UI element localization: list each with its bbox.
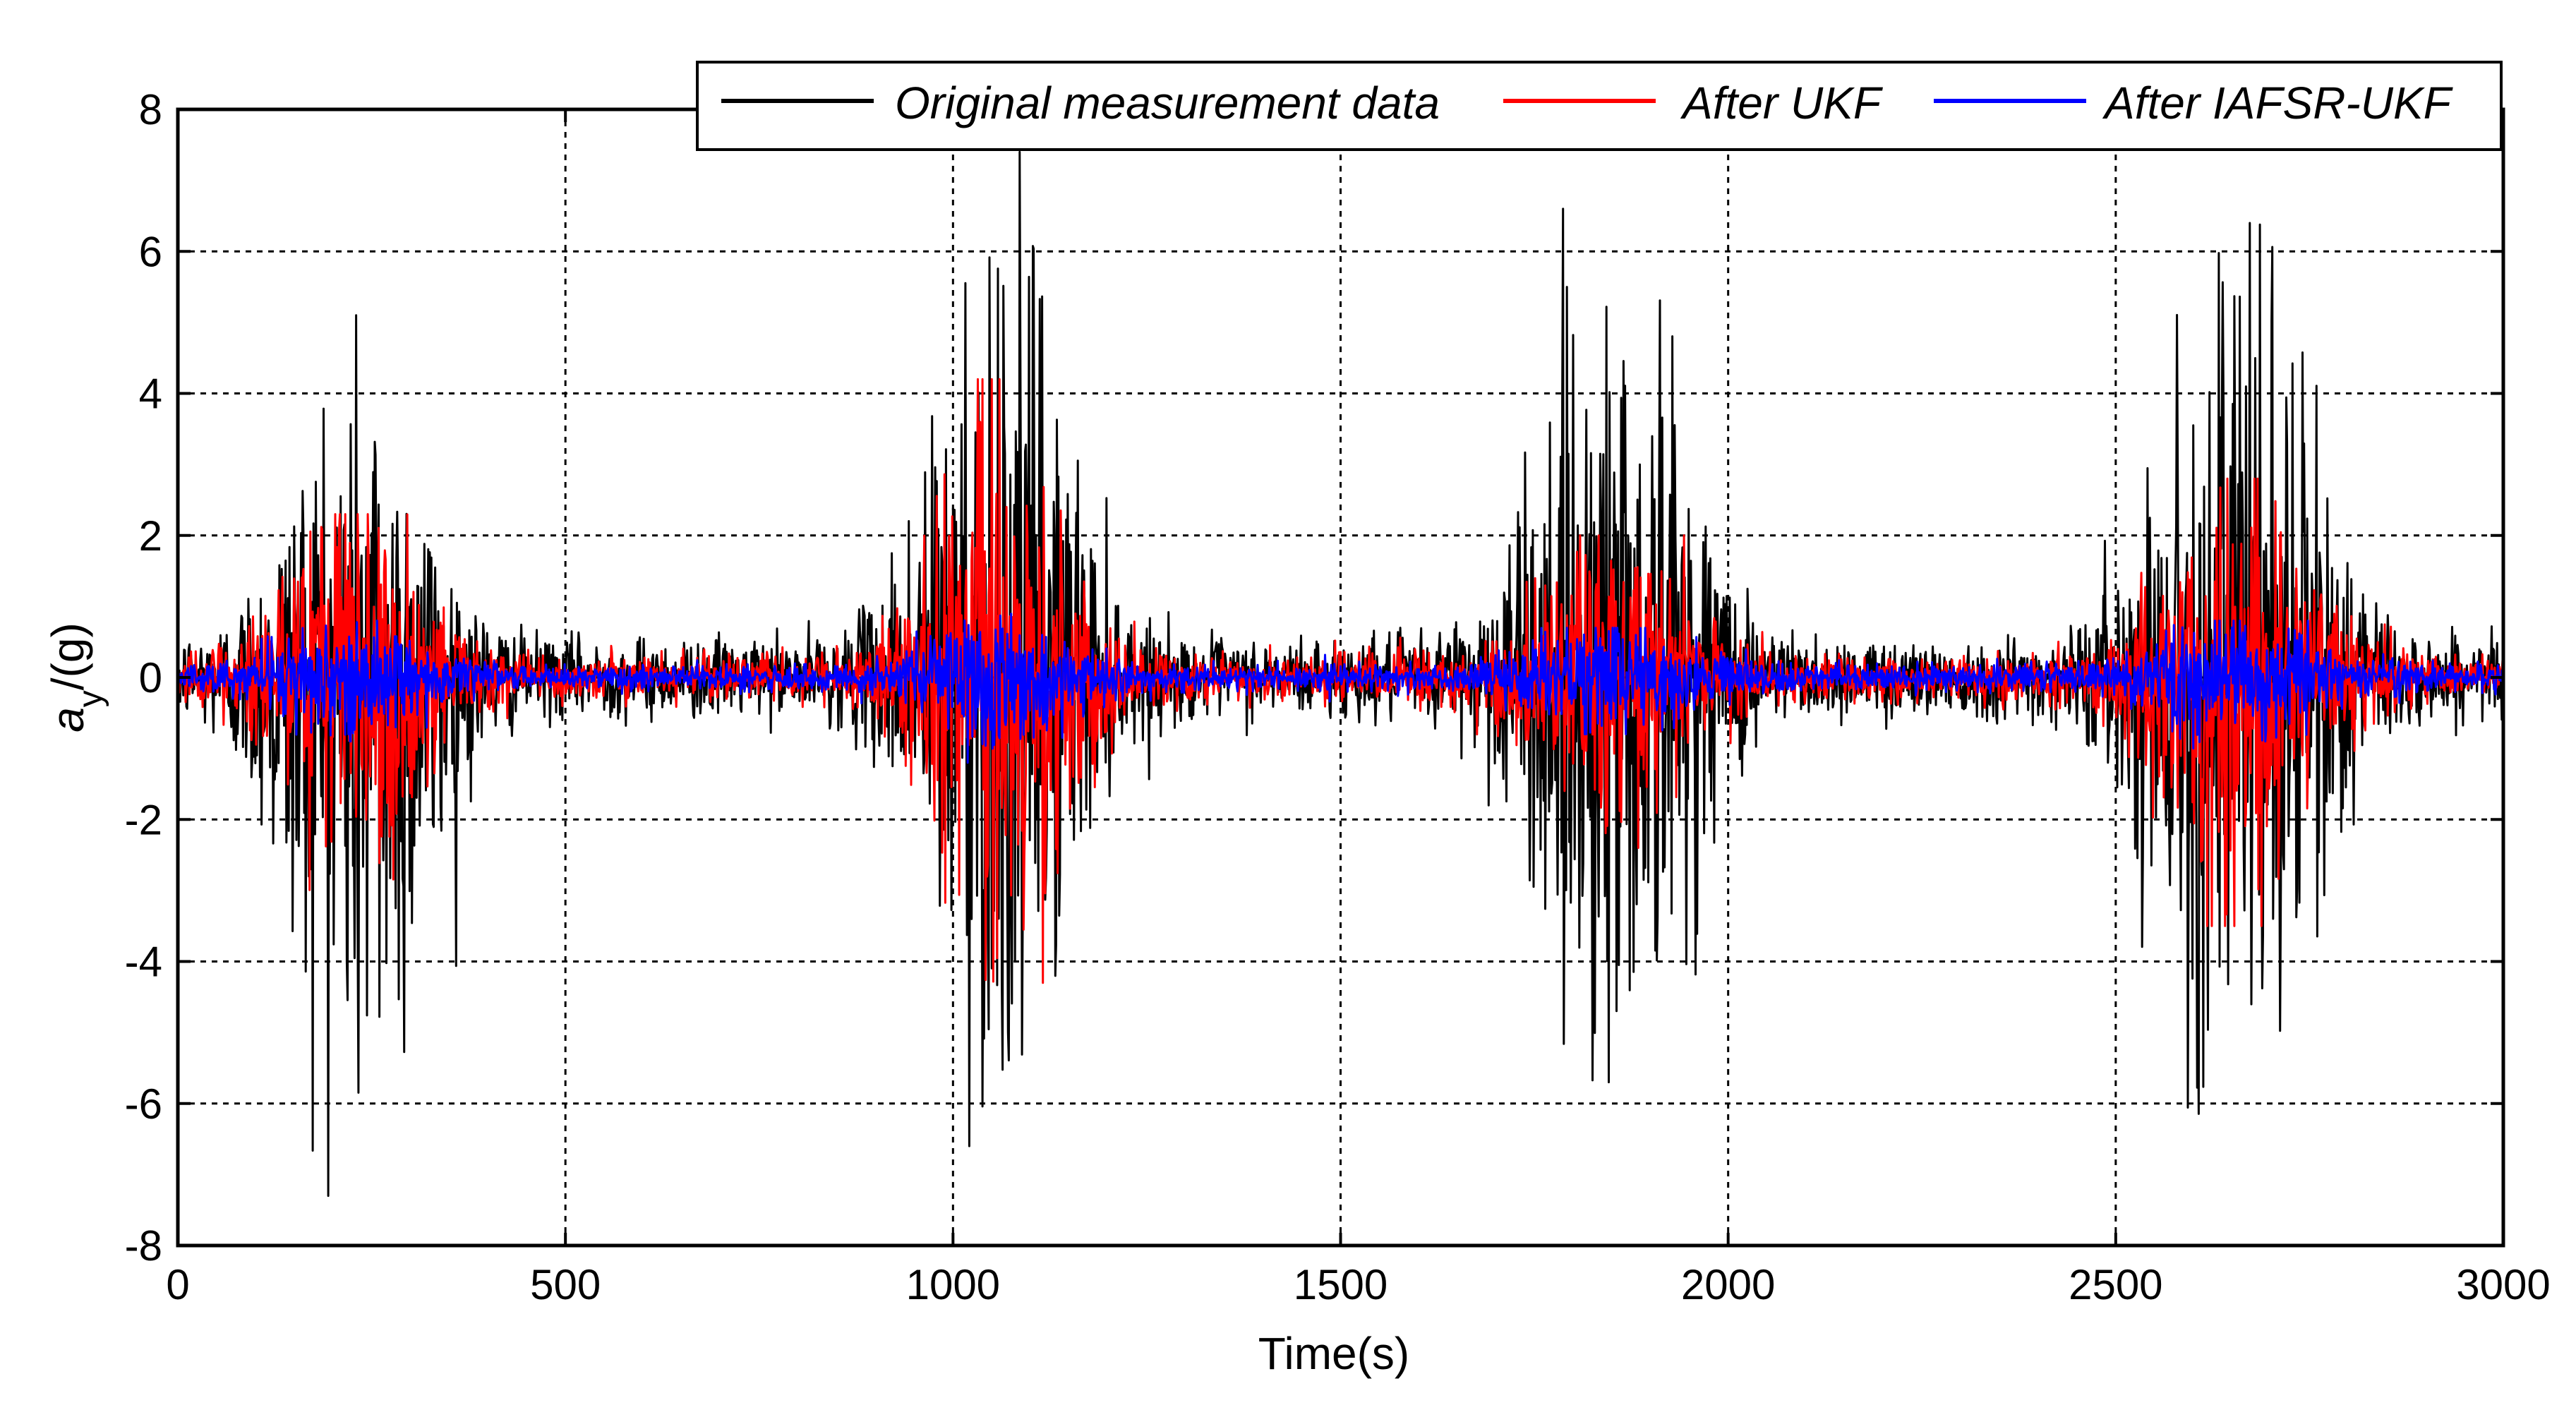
x-tick-label: 500 [530,1261,601,1308]
x-tick-label: 2500 [2069,1261,2162,1308]
x-tick-label: 1500 [1294,1261,1388,1308]
x-tick-label: 0 [166,1261,189,1308]
legend-label-ukf: After UKF [1680,78,1884,128]
x-tick-label: 2000 [1681,1261,1775,1308]
legend-label-original: Original measurement data [895,78,1440,128]
y-tick-labels: -8 -6 -4 -2 0 2 4 6 8 [125,86,162,1270]
series-after-ukf [177,378,2505,984]
y-axis-title-subscript: y [72,690,109,707]
y-tick-label: 4 [139,370,162,418]
y-tick-label: 8 [139,86,162,133]
legend-box [696,61,2503,151]
svg-text:ay/(g): ay/(g) [42,622,109,732]
x-tick-label: 1000 [906,1261,1000,1308]
x-tick-labels: 0 500 1000 1500 2000 2500 3000 [166,1261,2550,1308]
y-tick-label: 2 [139,512,162,560]
y-tick-label: -8 [125,1222,162,1270]
y-axis-title: ay/(g) [42,622,109,732]
y-axis-title-main: a [42,707,93,732]
series-after-iafsr-ukf [176,613,2505,764]
legend-label-iafsr-ukf: After IAFSR-UKF [2102,78,2454,128]
legend: Original measurement data After UKF Afte… [696,61,2503,151]
y-axis-title-unit: /(g) [42,622,93,690]
x-axis-title: Time(s) [1258,1328,1409,1379]
y-tick-label: -2 [125,796,162,843]
y-tick-label: -6 [125,1080,162,1128]
plot-series [176,150,2505,1198]
x-tick-label: 3000 [2456,1261,2550,1308]
y-tick-label: 0 [139,654,162,701]
y-tick-label: 6 [139,228,162,275]
y-tick-label: -4 [125,939,162,986]
